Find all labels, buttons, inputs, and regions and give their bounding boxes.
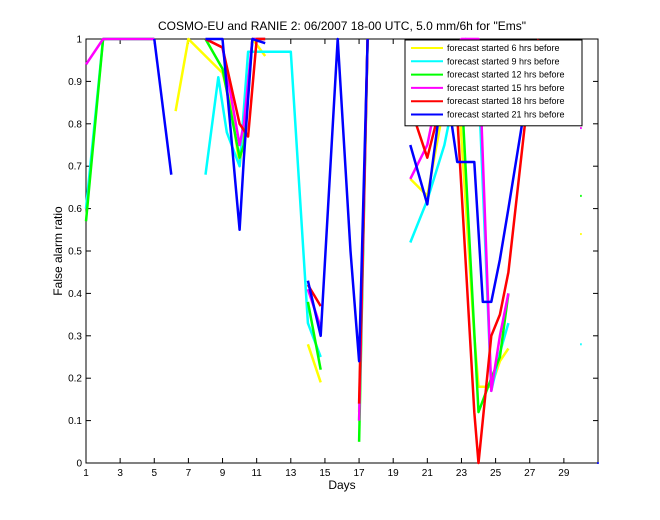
legend-label: forecast started 12 hrs before: [447, 70, 565, 80]
series-line: [84, 37, 155, 66]
series-line: [306, 301, 322, 370]
axes: 00.10.20.30.40.50.60.70.80.911 3 5 7 9 11 13 15…: [68, 35, 598, 479]
y-tick-label: 0.5: [68, 247, 82, 258]
y-tick-label: 0.3: [68, 331, 82, 342]
x-tick-label: 11: [251, 468, 262, 479]
legend-label: forecast started 18 hrs before: [447, 96, 565, 106]
series-line: [205, 37, 266, 232]
x-tick-label: 25: [490, 468, 502, 479]
series-line: [204, 37, 266, 138]
series-line: [306, 343, 322, 383]
series-line: [153, 38, 173, 175]
series-lines: [84, 37, 599, 465]
x-tick-label: 5: [151, 468, 157, 479]
x-tick-label: 21: [422, 468, 434, 479]
x-tick-label: 19: [388, 468, 400, 479]
series-line: [306, 37, 369, 363]
y-tick-label: 0.1: [68, 416, 82, 427]
y-tick-label: 0: [76, 459, 82, 470]
x-tick-label: 1: [83, 468, 89, 479]
legend-label: forecast started 15 hrs before: [447, 83, 565, 93]
legend: forecast started 6 hrs before forecast st…: [404, 39, 583, 127]
legend-label: forecast started 21 hrs before: [447, 110, 565, 120]
x-tick-label: 17: [354, 468, 366, 479]
x-tick-label: 9: [220, 468, 226, 479]
x-tick-label: 7: [186, 468, 192, 479]
y-tick-label: 1: [76, 35, 82, 46]
legend-label: forecast started 9 hrs before: [447, 56, 560, 66]
legend-box: [404, 39, 583, 127]
series-5: [153, 37, 599, 464]
y-tick-label: 0.8: [68, 119, 82, 130]
y-tick-label: 0.4: [68, 289, 82, 300]
series-line: [409, 37, 510, 393]
x-tick-label: 27: [524, 468, 536, 479]
y-tick-label: 0.2: [68, 374, 82, 385]
x-tick-label: 29: [558, 468, 570, 479]
y-tick-label: 0.7: [68, 162, 82, 173]
x-tick-label: 3: [117, 468, 123, 479]
y-axis-label: False alarm ratio: [51, 206, 65, 296]
chart-title: COSMO-EU and RANIE 2: 06/2007 18-00 UTC,…: [158, 19, 526, 33]
y-tick-label: 0.6: [68, 204, 82, 215]
x-tick-label: 15: [319, 468, 331, 479]
series-line: [409, 71, 527, 304]
y-tick-label: 0.9: [68, 77, 82, 88]
x-axis-label: Days: [328, 478, 355, 492]
legend-label: forecast started 6 hrs before: [447, 43, 560, 53]
x-tick-label: 13: [285, 468, 297, 479]
x-tick-label: 23: [456, 468, 468, 479]
series-line: [204, 50, 322, 358]
